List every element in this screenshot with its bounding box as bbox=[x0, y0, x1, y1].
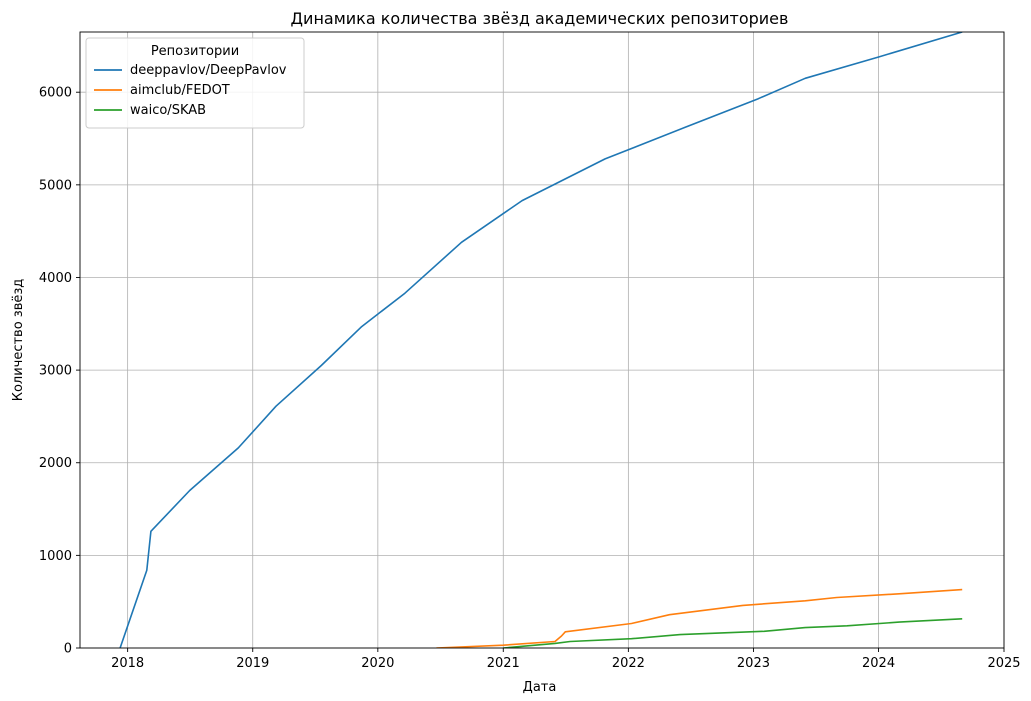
x-tick-label: 2018 bbox=[111, 656, 144, 671]
y-tick-label: 4000 bbox=[39, 271, 72, 286]
series-line bbox=[119, 32, 963, 648]
chart-title: Динамика количества звёзд академических … bbox=[291, 9, 789, 28]
y-tick-label: 3000 bbox=[39, 364, 72, 379]
legend-title: Репозитории bbox=[151, 44, 239, 59]
x-tick-label: 2021 bbox=[487, 656, 520, 671]
x-tick-label: 2023 bbox=[737, 656, 770, 671]
series-line bbox=[436, 588, 963, 648]
x-tick-label: 2019 bbox=[236, 656, 269, 671]
ticks: 2018 2019 2020 2021 2022 2023 2024 2025 0 1000 200… bbox=[39, 86, 1021, 671]
x-tick-label: 2022 bbox=[612, 656, 645, 671]
x-tick-label: 2020 bbox=[361, 656, 394, 671]
plot-area: 2018 2019 2020 2021 2022 2023 2024 2025 0 1000 200… bbox=[39, 31, 1021, 671]
series-lines bbox=[119, 32, 963, 648]
x-tick-label: 2024 bbox=[862, 656, 895, 671]
y-tick-label: 6000 bbox=[39, 86, 72, 101]
legend-entry-label: deeppavlov/DeepPavlov bbox=[130, 63, 287, 78]
legend: Репозитории deeppavlov/DeepPavlov aimclub/… bbox=[85, 37, 305, 129]
y-axis-label: Количество звёзд bbox=[11, 279, 26, 402]
y-tick-label: 0 bbox=[64, 642, 72, 657]
series-line bbox=[503, 618, 963, 648]
y-tick-label: 2000 bbox=[39, 456, 72, 471]
y-tick-label: 1000 bbox=[39, 549, 72, 564]
legend-entry-label: waico/SKAB bbox=[130, 103, 206, 118]
y-tick-label: 5000 bbox=[39, 178, 72, 193]
legend-entry-label: aimclub/FEDOT bbox=[130, 83, 230, 98]
axes-frame bbox=[79, 31, 1005, 649]
legend-box bbox=[85, 37, 305, 129]
x-tick-label: 2025 bbox=[987, 656, 1020, 671]
x-axis-label: Дата bbox=[523, 680, 557, 695]
